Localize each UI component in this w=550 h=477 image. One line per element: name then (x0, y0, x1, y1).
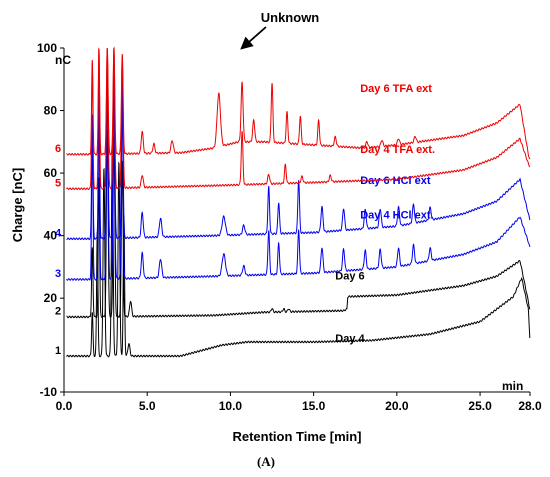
unknown-annotation: Unknown (261, 10, 320, 25)
y-unit-label: nC (55, 53, 71, 67)
x-tick-label: 15.0 (302, 399, 326, 413)
x-axis-title: Retention Time [min] (232, 429, 361, 444)
x-unit-label: min (502, 379, 523, 393)
trace-line (66, 129, 531, 319)
trace-line (66, 92, 531, 281)
figure-caption: (A) (257, 454, 275, 469)
y-tick-label: 80 (44, 104, 58, 118)
x-tick-label: 28.0 (518, 399, 542, 413)
trace-line (66, 46, 531, 160)
trace-index-label: 3 (55, 268, 61, 280)
trace-line (66, 149, 531, 358)
trace-index-label: 4 (55, 228, 62, 240)
trace-name-label: Day 6 (335, 270, 364, 282)
x-tick-label: 25.0 (468, 399, 492, 413)
y-tick-label: 60 (44, 166, 58, 180)
y-tick-label: 20 (44, 291, 58, 305)
y-axis-ticks: -10 20 40 60 80 100 (37, 41, 64, 399)
trace-name-label: Day 6 TFA ext (360, 83, 432, 95)
trace-index-label: 6 (55, 143, 61, 155)
y-tick-label: 40 (44, 229, 58, 243)
x-tick-label: 10.0 (219, 399, 243, 413)
trace-index-label: 5 (55, 177, 61, 189)
trace-index-label: 2 (55, 306, 61, 318)
y-tick-label: -10 (40, 385, 58, 399)
y-axis-title: Charge [nC] (10, 168, 25, 242)
trace-line (66, 65, 531, 241)
x-tick-label: 20.0 (385, 399, 409, 413)
y-tick-label: 100 (37, 41, 57, 55)
unknown-arrow (240, 26, 267, 50)
x-tick-label: 0.0 (56, 399, 73, 413)
trace-line (66, 47, 531, 191)
trace-name-label: Day 4 (335, 333, 365, 345)
trace-name-label: Day 4 TFA ext. (360, 144, 435, 156)
trace-index-label: 1 (55, 345, 61, 357)
x-axis-ticks: 0.0 5.0 10.0 15.0 20.0 25.0 28.0 (56, 392, 542, 413)
x-tick-label: 5.0 (139, 399, 156, 413)
